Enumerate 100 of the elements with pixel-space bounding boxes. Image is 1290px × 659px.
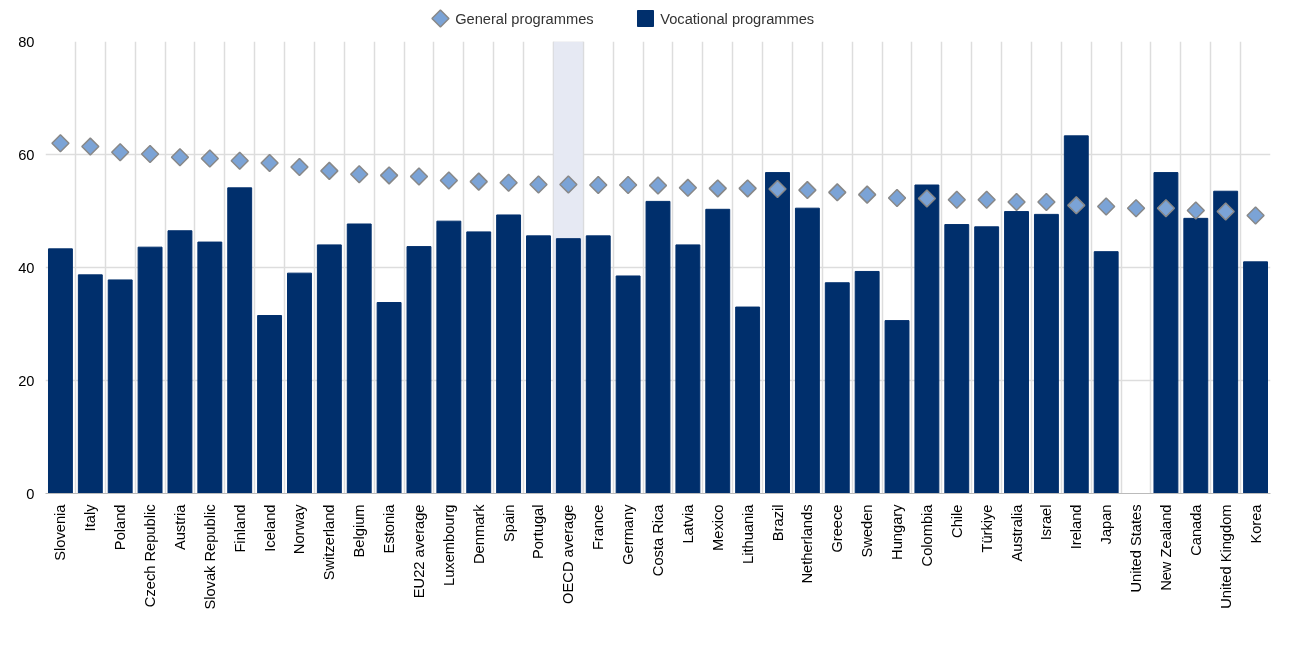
bar <box>705 208 731 494</box>
point <box>1216 202 1235 221</box>
point <box>977 190 996 209</box>
point <box>200 149 220 168</box>
point <box>499 173 518 192</box>
x-tick-label: Canada <box>1187 503 1204 556</box>
x-tick-label: Denmark <box>470 503 487 564</box>
bar <box>287 272 312 494</box>
bar <box>406 246 432 494</box>
bar <box>436 220 462 494</box>
point <box>260 153 279 173</box>
bar <box>1213 190 1239 494</box>
bar <box>496 214 522 494</box>
bar <box>257 315 283 494</box>
x-tick-label: Brazil <box>769 504 786 542</box>
x-tick-label: Türkiye <box>978 504 995 553</box>
bar <box>77 274 103 494</box>
bar <box>735 306 761 494</box>
point <box>409 167 429 186</box>
bar <box>615 275 641 494</box>
point <box>947 190 967 209</box>
y-tick-label: 80 <box>18 33 35 50</box>
point <box>51 133 70 153</box>
point <box>917 189 937 208</box>
x-tick-label: Sweden <box>859 504 876 558</box>
x-tick-label: Switzerland <box>321 504 338 581</box>
x-tick-label: Slovenia <box>52 503 69 561</box>
bar <box>466 231 492 494</box>
x-tick-label: Iceland <box>261 504 278 552</box>
x-tick-label: Finland <box>231 504 248 553</box>
bar <box>137 246 163 494</box>
x-tick-label: New Zealand <box>1157 504 1174 591</box>
x-tick-label: Portugal <box>530 504 547 560</box>
bar <box>824 282 850 494</box>
bar <box>944 224 970 494</box>
bar <box>1004 211 1029 494</box>
point <box>768 179 787 199</box>
bar <box>1183 217 1209 494</box>
point <box>379 166 399 185</box>
x-tick-label: Lithuania <box>739 503 756 564</box>
y-tick-label: 40 <box>18 259 35 276</box>
point <box>349 165 369 184</box>
bar <box>107 279 133 494</box>
x-tick-label: Australia <box>1008 503 1025 562</box>
point <box>857 185 877 204</box>
point <box>320 161 339 181</box>
point <box>798 180 817 200</box>
x-tick-label: Luxembourg <box>440 504 457 586</box>
x-tick-label: Korea <box>1247 503 1264 544</box>
legend-label: General programmes <box>455 10 594 27</box>
point <box>469 172 488 191</box>
x-tick-label: Colombia <box>918 503 935 567</box>
point <box>708 179 727 198</box>
x-tick-label: Ireland <box>1068 504 1085 550</box>
point <box>1126 198 1146 218</box>
bar <box>1093 251 1119 494</box>
x-tick-label: Slovak Republic <box>201 504 218 610</box>
bar <box>1063 135 1089 494</box>
x-tick-label: United Kingdom <box>1217 504 1234 609</box>
point <box>110 143 130 162</box>
point <box>618 175 638 195</box>
x-tick-label: EU22 average <box>410 504 427 599</box>
point <box>1246 206 1265 225</box>
point <box>1156 198 1176 218</box>
bar <box>675 244 701 494</box>
x-tick-label: Poland <box>112 504 129 551</box>
x-tick-label: OECD average <box>560 504 577 604</box>
x-tick-label: Israel <box>1038 504 1055 541</box>
y-tick-label: 20 <box>18 372 35 389</box>
x-tick-label: Spain <box>500 504 517 542</box>
x-tick-label: Mexico <box>709 504 726 551</box>
point <box>559 175 578 194</box>
point <box>140 144 160 164</box>
bar <box>645 200 671 494</box>
x-tick-label: Estonia <box>381 503 398 554</box>
point <box>648 176 668 195</box>
point <box>439 171 459 190</box>
x-tick-label: United States <box>1128 504 1145 593</box>
point <box>887 188 907 208</box>
x-tick-label: Belgium <box>351 504 368 558</box>
point <box>678 178 698 198</box>
bar <box>227 187 253 494</box>
point <box>230 151 249 170</box>
bar <box>346 223 372 494</box>
point <box>1096 197 1116 216</box>
x-tick-label: Czech Republic <box>142 504 159 608</box>
x-tick-label: Japan <box>1098 504 1115 545</box>
point <box>290 157 309 177</box>
bar <box>376 302 402 494</box>
x-tick-label: Netherlands <box>799 504 816 584</box>
bar <box>1153 172 1179 494</box>
bar <box>167 230 193 494</box>
point <box>1186 201 1206 220</box>
bar <box>884 320 910 494</box>
x-tick-label: Hungary <box>889 503 906 560</box>
x-tick-label: France <box>590 504 607 551</box>
point <box>1067 196 1086 215</box>
bar <box>794 207 820 494</box>
x-tick-label: Germany <box>620 503 637 565</box>
bar <box>316 244 342 494</box>
